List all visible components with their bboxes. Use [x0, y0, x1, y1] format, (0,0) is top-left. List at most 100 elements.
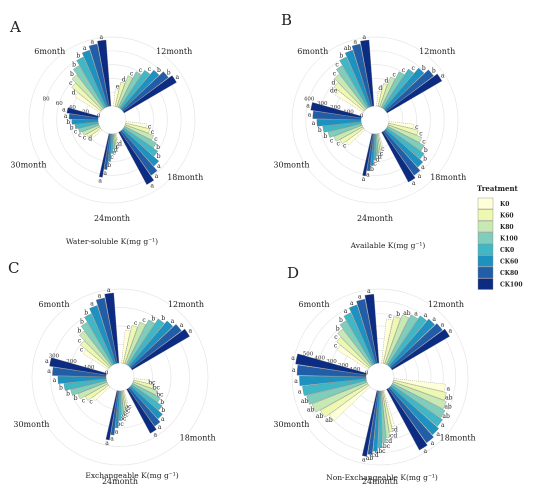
bar	[382, 130, 421, 176]
panel-letter: D	[287, 264, 299, 282]
month-label: 30month	[13, 420, 49, 429]
significance-label: c	[333, 71, 337, 78]
significance-label: bc	[121, 412, 129, 419]
legend-swatch	[477, 266, 494, 279]
tick-label: 400	[315, 355, 326, 361]
significance-label: bcd	[386, 432, 397, 439]
significance-label: cd	[391, 427, 398, 434]
significance-label: b	[432, 67, 436, 74]
significance-label: b	[161, 407, 165, 414]
significance-label: a	[153, 432, 157, 439]
significance-label: cd	[115, 141, 122, 148]
panel-B: 0100200300400dedccbabaa6monthddcccbba12m…	[273, 11, 466, 250]
significance-label: a	[367, 288, 371, 295]
month-label: 24month	[357, 214, 393, 223]
significance-label: c	[422, 138, 426, 145]
tick-label: 400	[304, 97, 315, 103]
month-label: 6month	[34, 47, 65, 56]
bar	[336, 337, 371, 369]
month-label: 30month	[10, 160, 46, 169]
month-label: 24month	[94, 214, 130, 223]
bar	[306, 380, 368, 405]
significance-label: a	[161, 416, 165, 423]
bar	[391, 328, 450, 371]
panel-D: 0100200300400500ccbbaaaa6monthcbabaaaaa1…	[273, 264, 475, 486]
significance-label: c	[134, 320, 138, 327]
significance-label: a	[414, 311, 418, 318]
bar	[113, 89, 119, 107]
month-label: 6month	[39, 300, 70, 309]
significance-label: b	[422, 65, 426, 72]
significance-label: d	[114, 147, 118, 154]
bar	[123, 390, 128, 404]
bar	[343, 312, 375, 366]
significance-label: bc	[148, 379, 156, 386]
significance-label: c	[330, 137, 334, 144]
significance-label: b	[339, 317, 343, 324]
bar	[336, 345, 370, 370]
legend-label: K100	[500, 236, 518, 243]
bar	[295, 353, 367, 376]
significance-label: c	[139, 67, 143, 74]
bar	[52, 367, 107, 377]
bar	[104, 292, 120, 364]
legend-label: CK100	[500, 282, 523, 289]
significance-label: b	[424, 147, 428, 154]
tick-label: 80	[43, 97, 50, 103]
bar	[116, 75, 133, 108]
significance-label: d	[331, 79, 335, 86]
panel-letter: B	[281, 11, 292, 29]
grid-circle	[70, 78, 154, 162]
month-label: 24month	[102, 477, 138, 486]
significance-label: b	[74, 395, 78, 402]
significance-label: a	[447, 385, 451, 392]
significance-label: ab	[307, 407, 315, 414]
panel-letter: C	[8, 259, 19, 277]
significance-label: e	[116, 83, 120, 90]
significance-label: b	[76, 53, 80, 60]
significance-label: a	[103, 170, 107, 177]
bar	[378, 133, 383, 146]
bar	[120, 69, 160, 111]
bar	[393, 378, 446, 392]
significance-label: b	[77, 327, 81, 334]
bar	[82, 124, 100, 136]
bar	[390, 384, 443, 427]
significance-label: d	[72, 90, 76, 97]
x-axis-label: Water-soluble K(mg g⁻¹)	[66, 237, 158, 246]
month-label: 6month	[299, 300, 330, 309]
significance-label: c	[82, 397, 86, 404]
bar	[310, 102, 362, 119]
legend-items: K0 K60 K80 K100 CK0 CK60 CK80 CK100	[477, 197, 523, 290]
legend: Treatment K0 K60 K80 K100 CK0 CK60 CK80 CK100	[477, 184, 523, 290]
significance-label: b	[107, 162, 111, 169]
bar	[89, 305, 116, 365]
bar	[120, 390, 124, 416]
bar	[78, 123, 100, 133]
significance-label: abc	[375, 448, 386, 455]
significance-label: a	[99, 34, 103, 41]
bar	[82, 349, 110, 370]
bar	[344, 49, 371, 108]
bar	[316, 119, 362, 127]
significance-label: b	[396, 311, 400, 318]
significance-label: a	[362, 34, 366, 41]
bar	[382, 316, 401, 364]
bar	[128, 320, 174, 368]
significance-label: a	[441, 72, 445, 79]
bar	[71, 119, 99, 125]
bar	[386, 126, 425, 151]
tick-label: 0	[360, 114, 364, 120]
tick-label: 300	[49, 354, 60, 360]
bar	[81, 49, 108, 108]
significance-label: a	[366, 171, 370, 178]
significance-label: ab	[301, 398, 309, 405]
legend-swatch	[477, 220, 494, 233]
significance-label: b	[72, 62, 76, 69]
month-label: 24month	[362, 477, 398, 486]
bar	[362, 133, 373, 177]
bar	[377, 133, 383, 151]
bar	[377, 83, 388, 107]
